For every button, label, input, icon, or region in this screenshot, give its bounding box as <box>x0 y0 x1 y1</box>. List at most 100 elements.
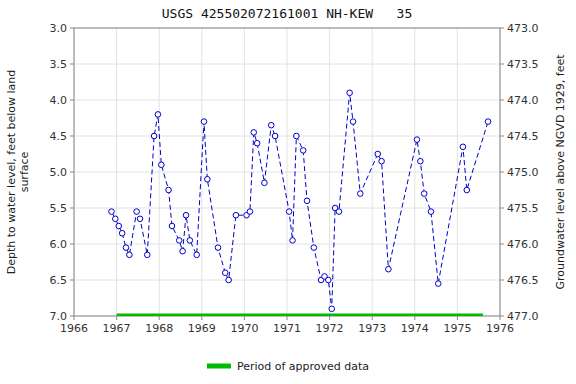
tick-y2 <box>500 244 504 245</box>
point <box>290 238 296 244</box>
tick-y <box>70 316 74 317</box>
point <box>151 133 157 139</box>
tick-y <box>70 100 74 101</box>
point <box>329 306 335 312</box>
tick-y2 <box>500 280 504 281</box>
tick-x <box>414 316 415 320</box>
tick-y2 <box>500 64 504 65</box>
tick-y <box>70 28 74 29</box>
tick-y2 <box>500 136 504 137</box>
point <box>350 119 356 125</box>
tick-y <box>70 208 74 209</box>
tick-label-x: 1973 <box>358 322 386 335</box>
tick-y <box>70 172 74 173</box>
tick-label-x: 1972 <box>316 322 344 335</box>
tick-x <box>159 316 160 320</box>
point <box>137 216 143 222</box>
point <box>379 158 385 164</box>
grid-line-y <box>74 208 500 209</box>
tick-label-x: 1976 <box>486 322 514 335</box>
point <box>109 209 115 215</box>
tick-label-y2: 474.0 <box>507 94 539 107</box>
tick-y <box>70 136 74 137</box>
chart: 1966196719681969197019711972197319741975… <box>0 0 576 384</box>
y-axis-label: Depth to water level, feet below landsur… <box>5 70 31 275</box>
data <box>109 90 491 316</box>
title: USGS 425502072161001 NH-KEW 35 <box>162 6 412 21</box>
point <box>304 198 310 204</box>
point <box>347 90 353 96</box>
tick-label-x: 1974 <box>401 322 429 335</box>
point <box>215 245 221 251</box>
point <box>222 270 228 276</box>
tick-y <box>70 64 74 65</box>
grid-line-y <box>74 280 500 281</box>
tick-label-x: 1967 <box>103 322 131 335</box>
point <box>464 187 470 193</box>
point <box>460 144 466 150</box>
series-line <box>111 93 488 309</box>
tick-label-x: 1966 <box>60 322 88 335</box>
point <box>294 133 300 139</box>
tick-label-y2: 474.5 <box>507 130 539 143</box>
point <box>268 122 274 128</box>
tick-y <box>70 280 74 281</box>
tick-label-y: 7.0 <box>50 310 68 323</box>
tick-label-x: 1970 <box>230 322 258 335</box>
tick-label-x: 1968 <box>145 322 173 335</box>
point <box>176 238 182 244</box>
tick-label-y2: 476.5 <box>507 274 539 287</box>
point <box>194 252 200 258</box>
grid-line-y <box>74 244 500 245</box>
point <box>116 223 122 229</box>
axes: 1966196719681969197019711972197319741975… <box>50 22 539 335</box>
legend-swatch <box>207 364 231 369</box>
tick-y2 <box>500 208 504 209</box>
legend-item: Period of approved data <box>207 360 369 373</box>
y2-axis-label: Groundwater level above NGVD 1929, feet <box>554 54 567 290</box>
tick-label-y: 4.5 <box>50 130 68 143</box>
point <box>127 252 133 258</box>
point <box>201 119 207 125</box>
point <box>159 162 165 168</box>
approved-span <box>117 314 483 317</box>
point <box>183 212 189 218</box>
point <box>375 151 381 157</box>
point <box>134 209 140 215</box>
tick-label-y: 5.5 <box>50 202 68 215</box>
grid <box>74 28 500 316</box>
tick-x <box>74 316 75 320</box>
point <box>247 209 253 215</box>
point <box>155 112 161 118</box>
tick-y2 <box>500 28 504 29</box>
point <box>233 212 239 218</box>
point <box>386 266 392 272</box>
point <box>435 281 441 287</box>
point <box>485 119 491 125</box>
tick-label-y2: 473.5 <box>507 58 539 71</box>
point <box>187 238 193 244</box>
point <box>418 158 424 164</box>
grid-line-y <box>74 100 500 101</box>
tick-x <box>457 316 458 320</box>
plot-frame <box>74 28 500 316</box>
legend: Period of approved data <box>207 360 369 373</box>
tick-x <box>201 316 202 320</box>
point <box>205 176 211 182</box>
tick-x <box>287 316 288 320</box>
legend-label: Period of approved data <box>237 360 369 373</box>
point <box>357 191 363 197</box>
tick-label-y2: 475.0 <box>507 166 539 179</box>
grid-line-y <box>74 172 500 173</box>
tick-y2 <box>500 172 504 173</box>
y-axis-label-line: surface <box>18 151 31 192</box>
point <box>311 245 317 251</box>
point <box>326 277 332 283</box>
tick-label-y2: 475.5 <box>507 202 539 215</box>
tick-x <box>244 316 245 320</box>
tick-y2 <box>500 316 504 317</box>
point <box>180 248 186 254</box>
point <box>300 148 306 154</box>
point <box>414 137 420 143</box>
tick-label-y: 5.0 <box>50 166 68 179</box>
